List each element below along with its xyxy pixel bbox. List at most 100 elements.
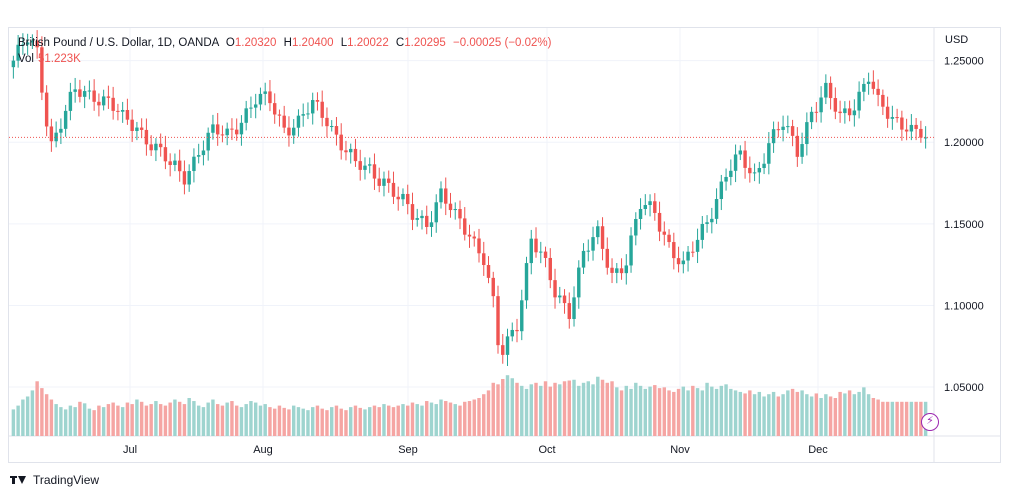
candle-body[interactable] xyxy=(401,193,405,200)
price-axis-currency[interactable]: USD xyxy=(945,34,969,46)
candle-body[interactable] xyxy=(268,91,272,104)
candle-body[interactable] xyxy=(752,172,757,174)
candle-body[interactable] xyxy=(458,209,462,219)
candle-body[interactable] xyxy=(809,111,814,123)
candle-body[interactable] xyxy=(781,126,785,130)
candle-body[interactable] xyxy=(805,122,809,145)
candle-body[interactable] xyxy=(786,126,790,128)
candle-body[interactable] xyxy=(120,109,125,112)
candle-body[interactable] xyxy=(11,60,16,68)
candle-body[interactable] xyxy=(862,83,866,92)
candle-body[interactable] xyxy=(653,201,657,213)
candle-body[interactable] xyxy=(149,144,153,151)
candle-body[interactable] xyxy=(904,129,909,132)
candle-body[interactable] xyxy=(244,108,248,123)
candle-body[interactable] xyxy=(368,164,372,166)
candle-body[interactable] xyxy=(163,147,168,162)
candle-body[interactable] xyxy=(600,226,605,249)
candle-body[interactable] xyxy=(135,127,139,131)
candle-body[interactable] xyxy=(895,117,899,119)
candle-body[interactable] xyxy=(572,297,576,319)
candle-body[interactable] xyxy=(472,236,476,239)
candle-body[interactable] xyxy=(425,215,429,227)
candle-body[interactable] xyxy=(562,295,567,304)
candle-body[interactable] xyxy=(790,126,795,136)
candle-body[interactable] xyxy=(158,143,163,148)
candle-body[interactable] xyxy=(577,267,581,298)
candle-body[interactable] xyxy=(111,97,115,111)
candle-body[interactable] xyxy=(743,150,747,168)
candle-body[interactable] xyxy=(40,47,44,93)
candle-body[interactable] xyxy=(648,201,652,206)
candle-body[interactable] xyxy=(230,128,234,130)
candle-body[interactable] xyxy=(596,226,600,238)
candle-body[interactable] xyxy=(890,117,895,119)
candle-body[interactable] xyxy=(192,156,196,172)
candle-body[interactable] xyxy=(234,129,239,135)
candle-body[interactable] xyxy=(263,91,267,94)
candle-body[interactable] xyxy=(334,126,339,135)
candle-body[interactable] xyxy=(681,260,686,265)
candle-body[interactable] xyxy=(30,40,35,43)
candle-body[interactable] xyxy=(467,234,472,237)
candle-body[interactable] xyxy=(923,137,928,139)
candle-body[interactable] xyxy=(211,124,215,133)
candle-body[interactable] xyxy=(225,128,229,136)
candle-body[interactable] xyxy=(215,124,220,135)
candle-body[interactable] xyxy=(524,263,529,301)
candle-body[interactable] xyxy=(615,268,619,273)
candle-body[interactable] xyxy=(619,268,624,274)
candle-body[interactable] xyxy=(310,100,315,114)
candle-body[interactable] xyxy=(420,215,424,219)
candle-body[interactable] xyxy=(44,92,49,127)
candle-body[interactable] xyxy=(173,160,177,165)
candle-body[interactable] xyxy=(909,124,914,132)
candle-body[interactable] xyxy=(339,134,343,151)
candle-body[interactable] xyxy=(795,135,800,157)
candle-body[interactable] xyxy=(643,205,648,210)
candle-body[interactable] xyxy=(686,251,690,261)
legend-symbol[interactable]: British Pound / U.S. Dollar, 1D, OANDA xyxy=(18,37,219,49)
candle-body[interactable] xyxy=(387,178,391,183)
candle-body[interactable] xyxy=(710,218,714,223)
candle-body[interactable] xyxy=(719,181,724,200)
candle-body[interactable] xyxy=(306,113,310,115)
candle-body[interactable] xyxy=(691,251,695,253)
legend-volume-label[interactable]: Vol xyxy=(18,53,34,65)
candle-body[interactable] xyxy=(301,114,305,116)
candle-body[interactable] xyxy=(847,108,852,116)
candle-body[interactable] xyxy=(624,265,629,274)
candle-body[interactable] xyxy=(700,223,705,240)
candle-body[interactable] xyxy=(73,89,77,92)
candle-body[interactable] xyxy=(372,164,377,179)
candle-body[interactable] xyxy=(857,91,861,111)
candle-body[interactable] xyxy=(843,108,847,114)
candle-body[interactable] xyxy=(201,150,206,156)
candle-body[interactable] xyxy=(144,129,149,145)
candle-body[interactable] xyxy=(177,160,182,172)
candle-body[interactable] xyxy=(287,127,291,136)
candle-body[interactable] xyxy=(581,250,586,268)
candle-body[interactable] xyxy=(25,42,30,45)
candle-body[interactable] xyxy=(272,103,277,115)
candle-body[interactable] xyxy=(344,150,348,153)
candle-body[interactable] xyxy=(49,126,54,142)
candle-body[interactable] xyxy=(82,91,87,97)
candle-body[interactable] xyxy=(59,128,63,133)
candle-body[interactable] xyxy=(139,127,144,130)
candle-body[interactable] xyxy=(444,188,448,204)
candle-body[interactable] xyxy=(529,238,533,264)
candle-body[interactable] xyxy=(501,345,505,355)
candle-body[interactable] xyxy=(733,154,738,171)
candle-body[interactable] xyxy=(567,303,571,319)
candle-body[interactable] xyxy=(714,199,719,219)
candle-body[interactable] xyxy=(638,209,643,219)
candle-body[interactable] xyxy=(762,163,766,169)
candle-body[interactable] xyxy=(919,128,923,138)
candle-body[interactable] xyxy=(705,222,709,224)
candle-body[interactable] xyxy=(662,231,667,235)
candle-body[interactable] xyxy=(396,196,400,200)
candle-body[interactable] xyxy=(824,82,828,98)
candle-body[interactable] xyxy=(515,329,519,332)
candle-body[interactable] xyxy=(187,171,191,185)
